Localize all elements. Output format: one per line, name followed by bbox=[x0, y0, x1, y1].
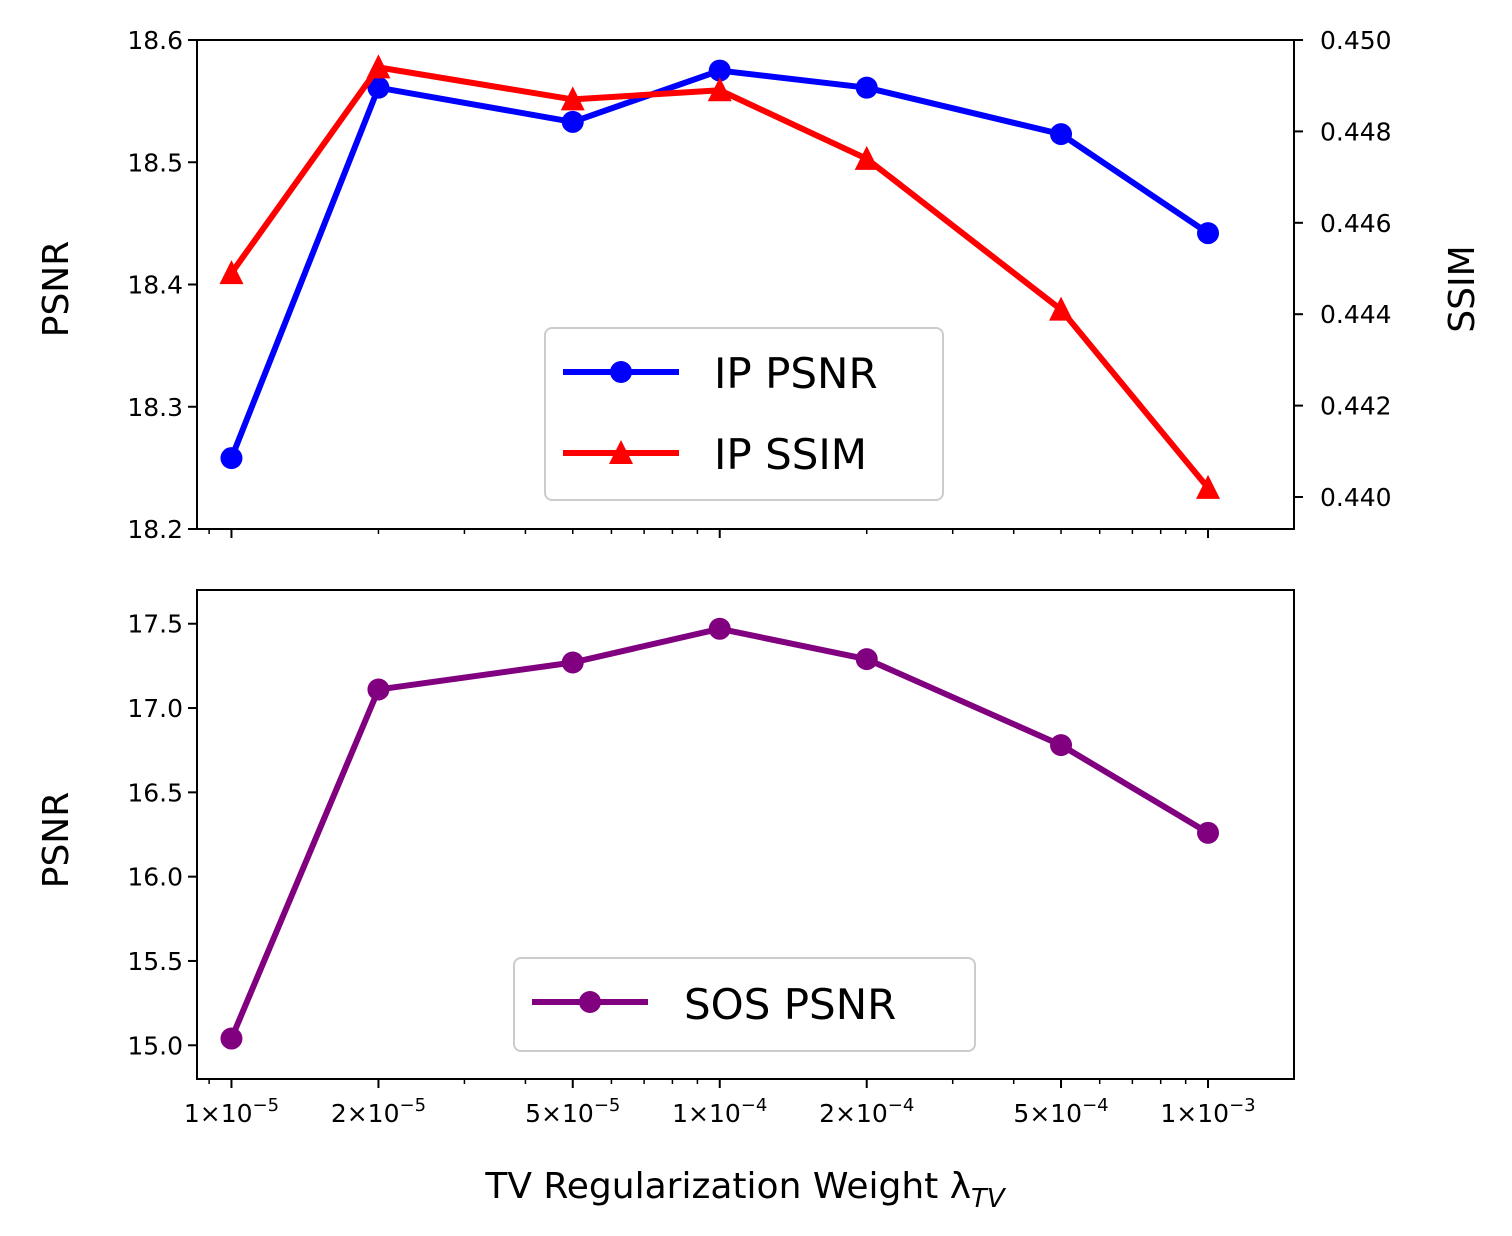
x-tick-label: 5×10−4 bbox=[1013, 1095, 1108, 1128]
y-tick-label: 18.2 bbox=[127, 515, 183, 544]
x-axis-title-subscript: TV bbox=[971, 1184, 1007, 1214]
bottom-series-group bbox=[220, 617, 1220, 1050]
data-point-ip-psnr bbox=[855, 76, 878, 99]
bottom-x-axis: 1×10−5 2×10−5 5×10−5 1×10−4 2×10−4 5×10−4 1×10… bbox=[184, 1079, 1256, 1128]
data-point-ip-psnr bbox=[220, 447, 243, 470]
y-tick-label: 18.6 bbox=[127, 26, 183, 55]
x-tick-label: 2×10−4 bbox=[819, 1095, 914, 1128]
top-right-axis: 0.440 0.442 0.444 0.446 0.448 0.450 bbox=[1294, 26, 1392, 512]
data-point-ip-psnr bbox=[367, 76, 390, 99]
y-tick-label: 16.5 bbox=[127, 778, 183, 807]
y-tick-label: 18.4 bbox=[127, 271, 183, 300]
y2-tick-label: 0.440 bbox=[1320, 483, 1392, 512]
data-point-ip-ssim bbox=[707, 77, 732, 102]
top-left-axis: 18.2 18.3 18.4 18.5 18.6 bbox=[127, 26, 197, 544]
y-tick-label: 18.5 bbox=[127, 148, 183, 177]
data-point-ip-ssim bbox=[1196, 474, 1221, 499]
data-point-sos-psnr bbox=[220, 1027, 243, 1050]
y-tick-label: 17.5 bbox=[127, 610, 183, 639]
data-point-ip-ssim bbox=[1049, 296, 1074, 321]
x-axis-title: TV Regularization Weight λTV bbox=[484, 1166, 1007, 1214]
bottom-legend: SOS PSNR bbox=[513, 957, 976, 1052]
legend-marker-ip-ssim bbox=[609, 440, 633, 464]
bottom-plot-frame bbox=[196, 589, 1295, 1080]
y2-tick-label: 0.444 bbox=[1320, 300, 1392, 329]
top-chart: 18.218.318.418.518.6 0.4400.4420.4440.44… bbox=[36, 26, 1483, 544]
x-tick-label: 2×10−5 bbox=[331, 1095, 426, 1128]
top-right-axis-title: SSIM bbox=[1442, 245, 1483, 332]
legend-marker-ip-psnr bbox=[610, 361, 632, 383]
data-point-sos-psnr bbox=[367, 678, 390, 701]
y2-tick-label: 0.442 bbox=[1320, 392, 1392, 421]
y-tick-label: 17.0 bbox=[127, 694, 183, 723]
top-x-axis bbox=[208, 529, 1210, 538]
data-point-ip-psnr bbox=[561, 110, 584, 133]
legend-label-ip-ssim: IP SSIM bbox=[714, 430, 867, 479]
legend-marker-sos-psnr bbox=[579, 991, 601, 1013]
x-tick-label: 5×10−5 bbox=[525, 1095, 620, 1128]
legend-label-ip-psnr: IP PSNR bbox=[714, 349, 878, 398]
y2-tick-label: 0.450 bbox=[1320, 26, 1392, 55]
y-tick-label: 15.0 bbox=[127, 1031, 183, 1060]
bottom-chart: 15.0 15.5 16.0 16.5 17.0 17.5 1×10−5 2×10−5 5×1… bbox=[36, 589, 1295, 1214]
y-tick-label: 18.3 bbox=[127, 393, 183, 422]
bottom-left-axis: 15.0 15.5 16.0 16.5 17.0 17.5 bbox=[127, 610, 197, 1060]
x-tick-label: 1×10−5 bbox=[184, 1095, 279, 1128]
top-left-axis-title: PSNR bbox=[36, 241, 77, 338]
y-tick-label: 15.5 bbox=[127, 947, 183, 976]
data-point-sos-psnr bbox=[855, 648, 878, 671]
data-point-ip-ssim bbox=[854, 145, 879, 170]
data-point-ip-psnr bbox=[1197, 222, 1220, 245]
bottom-legend-box bbox=[513, 957, 976, 1052]
data-point-ip-ssim bbox=[560, 86, 585, 111]
legend-label-sos-psnr: SOS PSNR bbox=[684, 980, 896, 1029]
x-axis-title-main: TV Regularization Weight λ bbox=[484, 1166, 971, 1207]
y2-tick-label: 0.448 bbox=[1320, 117, 1392, 146]
y2-tick-label: 0.446 bbox=[1320, 209, 1392, 238]
data-point-ip-psnr bbox=[708, 59, 731, 82]
data-point-sos-psnr bbox=[1050, 734, 1073, 757]
data-point-ip-ssim bbox=[219, 260, 244, 285]
data-point-ip-psnr bbox=[1050, 123, 1073, 146]
top-legend: IP PSNR IP SSIM bbox=[544, 327, 944, 501]
x-tick-label: 1×10−3 bbox=[1160, 1095, 1255, 1128]
data-point-sos-psnr bbox=[1197, 821, 1220, 844]
bottom-left-axis-title: PSNR bbox=[36, 792, 77, 889]
x-tick-label: 1×10−4 bbox=[672, 1095, 767, 1128]
data-point-sos-psnr bbox=[708, 617, 731, 640]
y-tick-label: 16.0 bbox=[127, 863, 183, 892]
data-point-ip-ssim bbox=[366, 54, 391, 79]
top-series-group bbox=[219, 54, 1221, 499]
data-point-sos-psnr bbox=[561, 651, 584, 674]
